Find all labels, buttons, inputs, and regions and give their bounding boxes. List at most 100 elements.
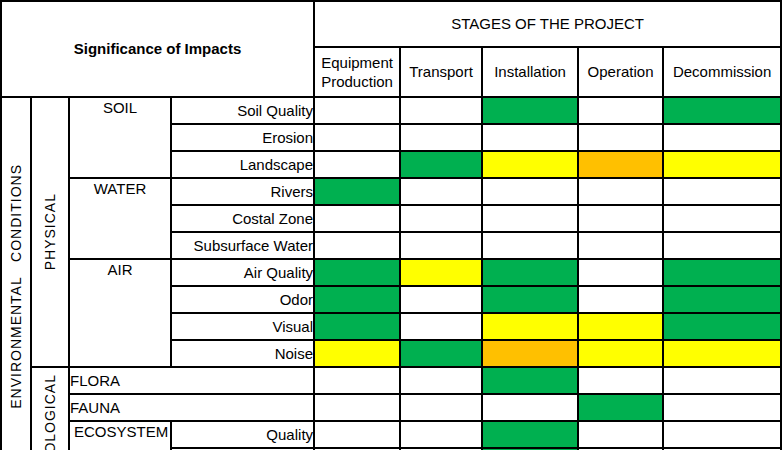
group-text: BIOLOGICAL	[41, 374, 59, 450]
matrix-cell-green	[578, 394, 663, 421]
matrix-cell-green	[314, 259, 400, 286]
matrix-cell-white	[314, 394, 400, 421]
matrix-cell-white	[400, 367, 482, 394]
matrix-cell-yellow	[482, 151, 578, 178]
category-label-water: WATER	[69, 178, 171, 259]
matrix-cell-yellow	[400, 259, 482, 286]
matrix-cell-green	[314, 178, 400, 205]
matrix-row: AIRAir Quality	[1, 259, 781, 286]
matrix-cell-green	[663, 97, 781, 124]
group-label-physical: PHYSICAL	[31, 97, 69, 367]
matrix-cell-white	[482, 178, 578, 205]
group-text: PHYSICAL	[41, 193, 59, 270]
matrix-cell-white	[314, 205, 400, 232]
matrix-cell-green	[482, 421, 578, 448]
stage-column-header-equipment-production: Equipment Production	[314, 47, 400, 97]
matrix-cell-white	[663, 232, 781, 259]
matrix-cell-white	[578, 367, 663, 394]
matrix-cell-green	[663, 259, 781, 286]
matrix-cell-yellow	[663, 340, 781, 367]
matrix-cell-white	[482, 394, 578, 421]
row-label-soil-quality: Soil Quality	[171, 97, 314, 124]
row-label-air-quality: Air Quality	[171, 259, 314, 286]
matrix-cell-white	[314, 97, 400, 124]
matrix-cell-orange	[578, 151, 663, 178]
matrix-cell-green	[482, 367, 578, 394]
matrix-cell-yellow	[482, 313, 578, 340]
matrix-cell-white	[578, 124, 663, 151]
stage-column-header-transport: Transport	[400, 47, 482, 97]
group-label-biological: BIOLOGICAL	[31, 367, 69, 450]
matrix-cell-green	[400, 151, 482, 178]
row-label-fauna: FAUNA	[69, 394, 314, 421]
env-conditions-label: ENVIRONMENTAL CONDITIONS	[1, 97, 31, 450]
matrix-cell-white	[400, 205, 482, 232]
matrix-cell-white	[578, 259, 663, 286]
matrix-cell-white	[400, 124, 482, 151]
row-label-landscape: Landscape	[171, 151, 314, 178]
matrix-cell-white	[663, 178, 781, 205]
matrix-cell-white	[400, 286, 482, 313]
matrix-cell-green	[314, 286, 400, 313]
matrix-cell-white	[314, 367, 400, 394]
col-header-title: STAGES OF THE PROJECT	[314, 1, 781, 47]
matrix-cell-yellow	[578, 340, 663, 367]
matrix-cell-white	[400, 97, 482, 124]
impact-matrix-figure: Significance of Impacts STAGES OF THE PR…	[0, 0, 782, 450]
matrix-cell-white	[663, 367, 781, 394]
matrix-cell-white	[663, 421, 781, 448]
matrix-cell-white	[314, 421, 400, 448]
matrix-cell-white	[663, 205, 781, 232]
matrix-cell-white	[578, 97, 663, 124]
matrix-cell-white	[400, 178, 482, 205]
matrix-cell-white	[578, 232, 663, 259]
category-label-soil: SOIL	[69, 97, 171, 178]
matrix-row: BIOLOGICALFLORA	[1, 367, 781, 394]
matrix-cell-green	[663, 313, 781, 340]
matrix-row: ENVIRONMENTAL CONDITIONSPHYSICALSOILSoil…	[1, 97, 781, 124]
matrix-cell-green	[482, 286, 578, 313]
row-label-visual: Visual	[171, 313, 314, 340]
matrix-cell-white	[663, 394, 781, 421]
matrix-cell-white	[663, 124, 781, 151]
matrix-cell-white	[400, 313, 482, 340]
row-label-subsurface-water: Subsurface Water	[171, 232, 314, 259]
matrix-cell-white	[578, 286, 663, 313]
row-label-costal-zone: Costal Zone	[171, 205, 314, 232]
matrix-cell-white	[400, 232, 482, 259]
matrix-cell-green	[400, 340, 482, 367]
matrix-cell-green	[482, 259, 578, 286]
matrix-cell-white	[482, 232, 578, 259]
matrix-cell-white	[400, 394, 482, 421]
matrix-cell-green	[314, 313, 400, 340]
matrix-cell-white	[482, 124, 578, 151]
row-label-noise: Noise	[171, 340, 314, 367]
matrix-cell-orange	[482, 340, 578, 367]
row-label-quality: Quality	[171, 421, 314, 448]
matrix-row: ECOSYSTEMQuality	[1, 421, 781, 448]
impact-significance-matrix: Significance of Impacts STAGES OF THE PR…	[0, 0, 782, 450]
header-row-1: Significance of Impacts STAGES OF THE PR…	[1, 1, 781, 47]
env-conditions-text: ENVIRONMENTAL CONDITIONS	[7, 164, 25, 409]
matrix-cell-white	[578, 421, 663, 448]
matrix-cell-yellow	[314, 340, 400, 367]
matrix-cell-yellow	[578, 313, 663, 340]
matrix-row: FAUNA	[1, 394, 781, 421]
stage-column-header-operation: Operation	[578, 47, 663, 97]
category-label-ecosystem: ECOSYSTEM	[69, 421, 171, 450]
matrix-row: WATERRivers	[1, 178, 781, 205]
matrix-cell-white	[314, 151, 400, 178]
matrix-cell-green	[482, 97, 578, 124]
row-label-flora: FLORA	[69, 367, 314, 394]
stage-column-header-decommission: Decommission	[663, 47, 781, 97]
matrix-cell-white	[482, 205, 578, 232]
matrix-cell-yellow	[663, 151, 781, 178]
matrix-cell-white	[400, 421, 482, 448]
matrix-cell-white	[578, 178, 663, 205]
category-label-air: AIR	[69, 259, 171, 367]
matrix-cell-white	[314, 124, 400, 151]
row-label-odor: Odor	[171, 286, 314, 313]
stage-column-header-installation: Installation	[482, 47, 578, 97]
matrix-cell-white	[578, 205, 663, 232]
row-label-erosion: Erosion	[171, 124, 314, 151]
